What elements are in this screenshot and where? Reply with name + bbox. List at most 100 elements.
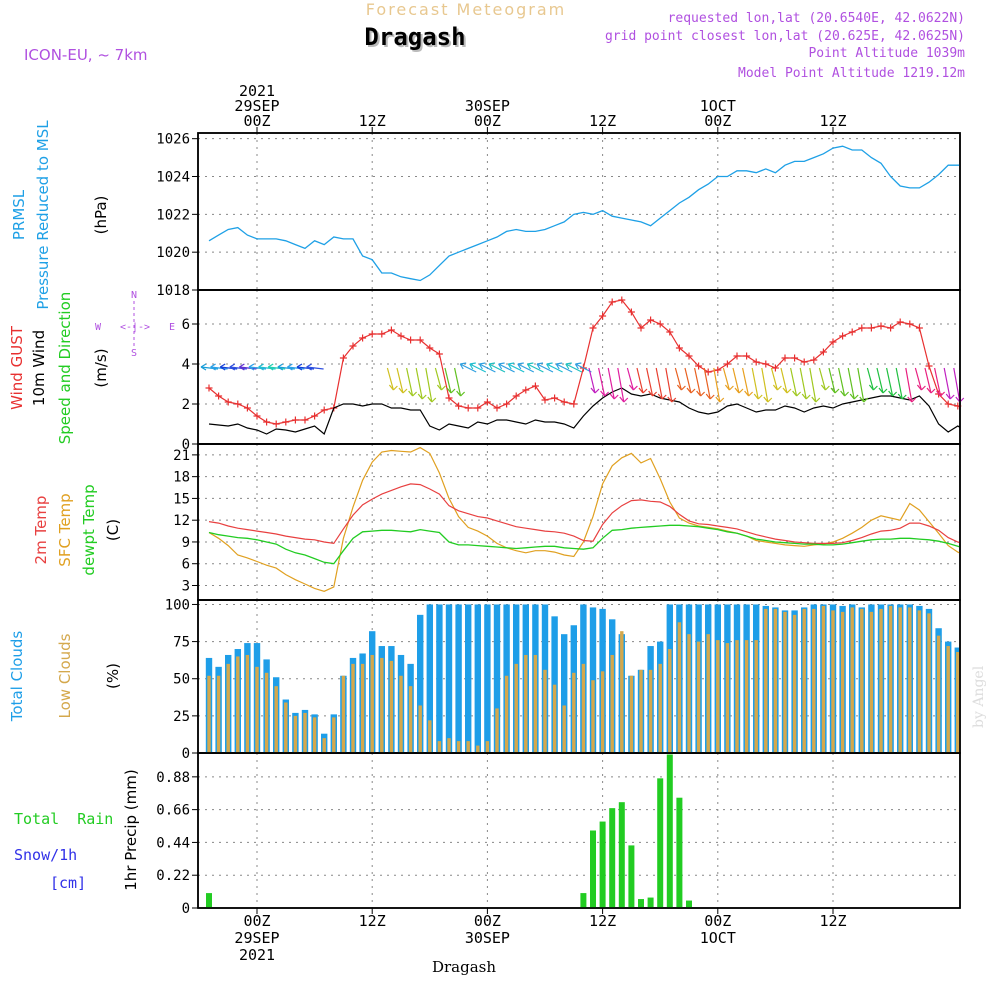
wind-arrow — [598, 367, 610, 397]
grid-coords: grid point closest lon,lat (20.625E, 42.… — [605, 29, 965, 44]
temp-frame-top — [197, 443, 961, 601]
wind-arrow — [565, 362, 583, 373]
top-time-label: 00Z — [474, 112, 501, 130]
top-title: Forecast Meteogram — [366, 0, 566, 19]
low-cloud-bar — [524, 654, 528, 753]
wind-arrow — [828, 367, 840, 394]
wind-arrow — [636, 367, 648, 394]
low-cloud-bar — [428, 720, 432, 753]
top-time-label: 12Z — [819, 112, 846, 130]
wind-arrow — [646, 367, 658, 397]
wind-arrow — [459, 362, 477, 373]
low-cloud-bar — [658, 663, 662, 753]
bottom-time-label: 12Z — [359, 912, 386, 930]
wind-arrow — [895, 367, 907, 400]
precip-ytick-label: 0.22 — [156, 868, 190, 884]
top-time-label: 29SEP — [234, 97, 279, 115]
low-cloud-bar — [754, 640, 758, 753]
top-time-label: 1OCT — [700, 97, 736, 115]
pressure-label-prmsl: PRMSL — [10, 189, 28, 240]
wind-gust-point — [397, 332, 405, 340]
rain-bar — [647, 897, 654, 908]
wind-ytick-label: 4 — [182, 357, 190, 373]
low-cloud-bar — [716, 640, 720, 753]
wind-arrow — [665, 367, 677, 403]
wind-gust-point — [416, 336, 424, 344]
wind-arrow — [713, 367, 725, 403]
point-altitude: Point Altitude 1039m — [808, 46, 965, 61]
low-cloud-bar — [860, 608, 864, 753]
wind-arrow — [444, 367, 456, 394]
wind-ytick-label: 6 — [182, 317, 190, 333]
wind-10m-label: 10m Wind — [30, 330, 48, 406]
compass-arrows: <-|-> — [120, 322, 150, 333]
low-cloud-bar — [735, 640, 739, 753]
precip-frame — [197, 752, 961, 909]
precip-frame-top — [197, 752, 961, 909]
wind-gust-point — [685, 352, 693, 360]
bottom-time-label: 30SEP — [465, 929, 510, 947]
wind-arrow-west — [229, 363, 247, 371]
pressure-series-line — [208, 145, 960, 282]
wind-arrow-west — [248, 363, 267, 371]
compass-n: N — [131, 290, 137, 301]
bottom-time-label: 00Z — [243, 912, 270, 930]
bottom-time-label: 2021 — [239, 946, 275, 964]
wind-arrow — [406, 367, 418, 397]
precip-ytick-label: 0 — [182, 901, 190, 917]
low-cloud-bar — [332, 717, 336, 753]
wind-arrow — [536, 362, 554, 373]
temp-ytick-label: 3 — [182, 578, 190, 594]
wind-gust-point — [656, 320, 664, 328]
rain-bar — [580, 893, 587, 908]
low-cloud-bar — [274, 686, 278, 753]
wind-labels: Wind GUST 10m Wind Speed and Direction (… — [8, 290, 175, 444]
wind-arrow — [838, 367, 850, 397]
wind-gust-point — [839, 332, 847, 340]
low-cloud-bar — [687, 634, 691, 753]
wind-arrow — [454, 367, 466, 397]
wind-gust-point — [205, 384, 213, 392]
temp-ytick-label: 6 — [182, 557, 190, 573]
wind-gust-point — [781, 354, 789, 362]
wind-gust-point — [272, 420, 280, 428]
low-cloud-bar — [226, 663, 230, 753]
cloud-unit: (%) — [104, 663, 122, 689]
low-cloud-bar — [572, 672, 576, 753]
top-time-label: 2021 — [239, 82, 275, 100]
clouds-ytick-label: 25 — [173, 709, 190, 725]
wind-gust-point — [762, 360, 770, 368]
low-cloud-bar — [418, 705, 422, 753]
low-cloud-bar — [543, 669, 547, 753]
low-cloud-bar — [245, 654, 250, 753]
wind-gust-point — [263, 418, 271, 426]
total-cloud-bar — [474, 604, 481, 753]
temp-labels: 2m Temp SFC Temp dewpt Temp (C) — [32, 484, 122, 575]
low-cloud-bar — [850, 607, 854, 753]
wind-arrow — [780, 367, 792, 394]
pressure-label-desc: Pressure Reduced to MSL — [34, 120, 52, 310]
clouds-ytick-label: 0 — [182, 746, 190, 762]
wind-arrow-west — [239, 363, 257, 371]
low-cloud-bar — [485, 741, 490, 753]
wind-gust-point — [387, 326, 395, 334]
footer-station: Dragash — [432, 958, 496, 976]
wind-gust-point — [560, 398, 568, 406]
wind-gust-point — [829, 338, 837, 346]
wind-arrow-west — [277, 363, 295, 371]
low-cloud-bar — [303, 712, 307, 753]
wind-arrow — [703, 367, 715, 400]
wind-arrow — [761, 367, 773, 403]
low-cloud-bar — [341, 675, 346, 753]
wind-arrow — [574, 362, 592, 373]
bottom-time-label: 00Z — [474, 912, 501, 930]
temp-ytick-label: 9 — [182, 535, 190, 551]
wind-arrow — [415, 367, 427, 400]
low-cloud-bar — [696, 641, 701, 753]
wind-arrow-west — [287, 363, 305, 371]
wind-arrow — [790, 367, 802, 397]
low-cloud-bar — [360, 663, 365, 753]
rain-bar — [628, 845, 635, 908]
low-cloud-bar — [802, 608, 806, 753]
wind-gust-point — [378, 330, 386, 338]
